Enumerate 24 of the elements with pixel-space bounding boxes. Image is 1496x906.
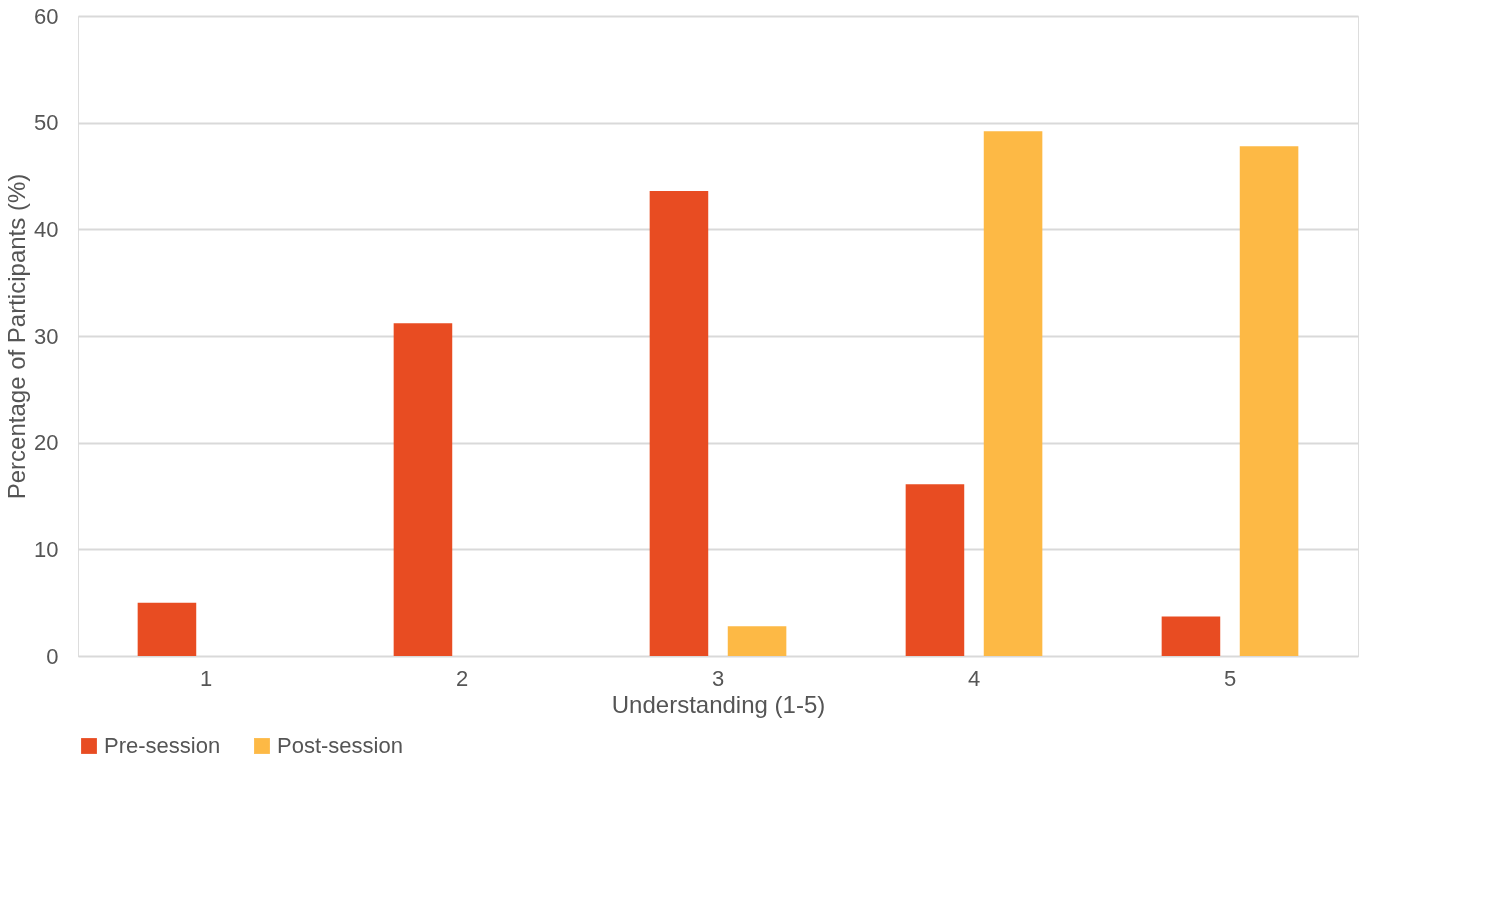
y-tick-label: 60 xyxy=(34,3,59,29)
bar xyxy=(1161,616,1221,656)
bar xyxy=(137,602,197,656)
y-tick-label: 10 xyxy=(34,536,59,562)
x-tick-label: 1 xyxy=(199,665,213,691)
y-tick-label: 0 xyxy=(46,643,59,669)
x-axis-title: Understanding (1-5) xyxy=(611,690,826,718)
x-tick-label: 5 xyxy=(1223,665,1237,691)
bar xyxy=(905,484,965,656)
y-tick-label: 40 xyxy=(34,216,59,242)
x-tick-label: 4 xyxy=(967,665,981,691)
y-tick-label: 50 xyxy=(34,110,59,136)
bar xyxy=(649,190,709,656)
legend-label: Post-session xyxy=(277,733,403,758)
x-tick-label: 2 xyxy=(455,665,469,691)
bar xyxy=(393,323,453,656)
x-tick-label: 3 xyxy=(711,665,725,691)
bar xyxy=(983,131,1043,656)
y-tick-label: 20 xyxy=(34,430,59,456)
y-axis-title: Percentage of Participants (%) xyxy=(3,173,31,500)
bar xyxy=(727,626,787,656)
y-tick-label: 30 xyxy=(34,323,59,349)
legend-label: Pre-session xyxy=(104,733,221,758)
bar xyxy=(1239,146,1299,656)
